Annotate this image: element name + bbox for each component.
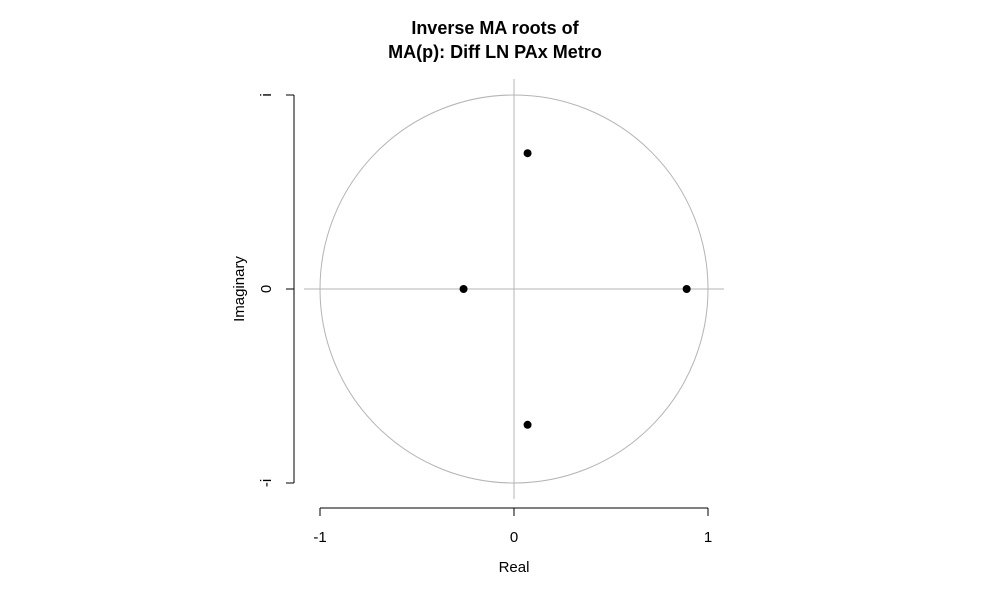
y-axis-label: Imaginary xyxy=(231,256,248,322)
root-point xyxy=(459,285,468,293)
chart-title-line-1: Inverse MA roots of xyxy=(411,18,579,38)
x-axis-label: Real xyxy=(499,559,530,576)
x-tick-label: -1 xyxy=(313,529,326,546)
reference-layer xyxy=(304,79,724,499)
points-layer xyxy=(459,149,691,429)
y-tick-label: i xyxy=(258,93,275,96)
x-tick-label: 1 xyxy=(704,529,712,546)
chart-title-line-2: MA(p): Diff LN PAx Metro xyxy=(388,42,602,62)
root-point xyxy=(682,285,691,293)
root-point xyxy=(523,420,532,429)
y-tick-label: 0 xyxy=(258,285,275,293)
x-tick-label: 0 xyxy=(510,529,518,546)
axes-layer: -1 0 1 -i 0 i xyxy=(258,93,712,546)
root-point xyxy=(523,149,532,158)
y-tick-label: -i xyxy=(258,479,275,487)
